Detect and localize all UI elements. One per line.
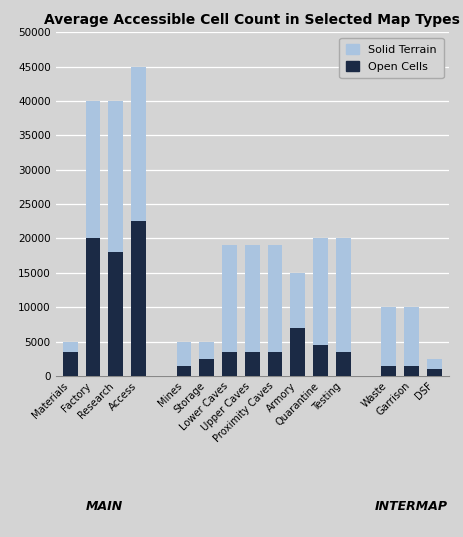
Bar [268, 352, 282, 376]
Bar [404, 366, 419, 376]
Bar [290, 328, 305, 376]
Text: INTERMAP: INTERMAP [375, 499, 448, 513]
Bar [313, 238, 328, 345]
Bar [86, 238, 100, 376]
Bar [86, 101, 100, 238]
Bar [131, 67, 146, 221]
Bar [177, 342, 192, 366]
Bar [382, 307, 396, 366]
Bar [382, 366, 396, 376]
Bar [108, 252, 123, 376]
Bar [245, 352, 260, 376]
Text: MAIN: MAIN [86, 499, 123, 513]
Bar [336, 238, 351, 352]
Bar [313, 345, 328, 376]
Bar [222, 352, 237, 376]
Bar [177, 366, 192, 376]
Bar [268, 245, 282, 352]
Bar [108, 101, 123, 252]
Bar [427, 369, 442, 376]
Bar [290, 273, 305, 328]
Bar [63, 342, 78, 352]
Bar [200, 342, 214, 359]
Bar [245, 245, 260, 352]
Bar [222, 245, 237, 352]
Bar [336, 352, 351, 376]
Bar [427, 359, 442, 369]
Bar [131, 221, 146, 376]
Bar [200, 359, 214, 376]
Legend: Solid Terrain, Open Cells: Solid Terrain, Open Cells [339, 38, 444, 78]
Title: Average Accessible Cell Count in Selected Map Types: Average Accessible Cell Count in Selecte… [44, 13, 460, 27]
Bar [404, 307, 419, 366]
Bar [63, 352, 78, 376]
